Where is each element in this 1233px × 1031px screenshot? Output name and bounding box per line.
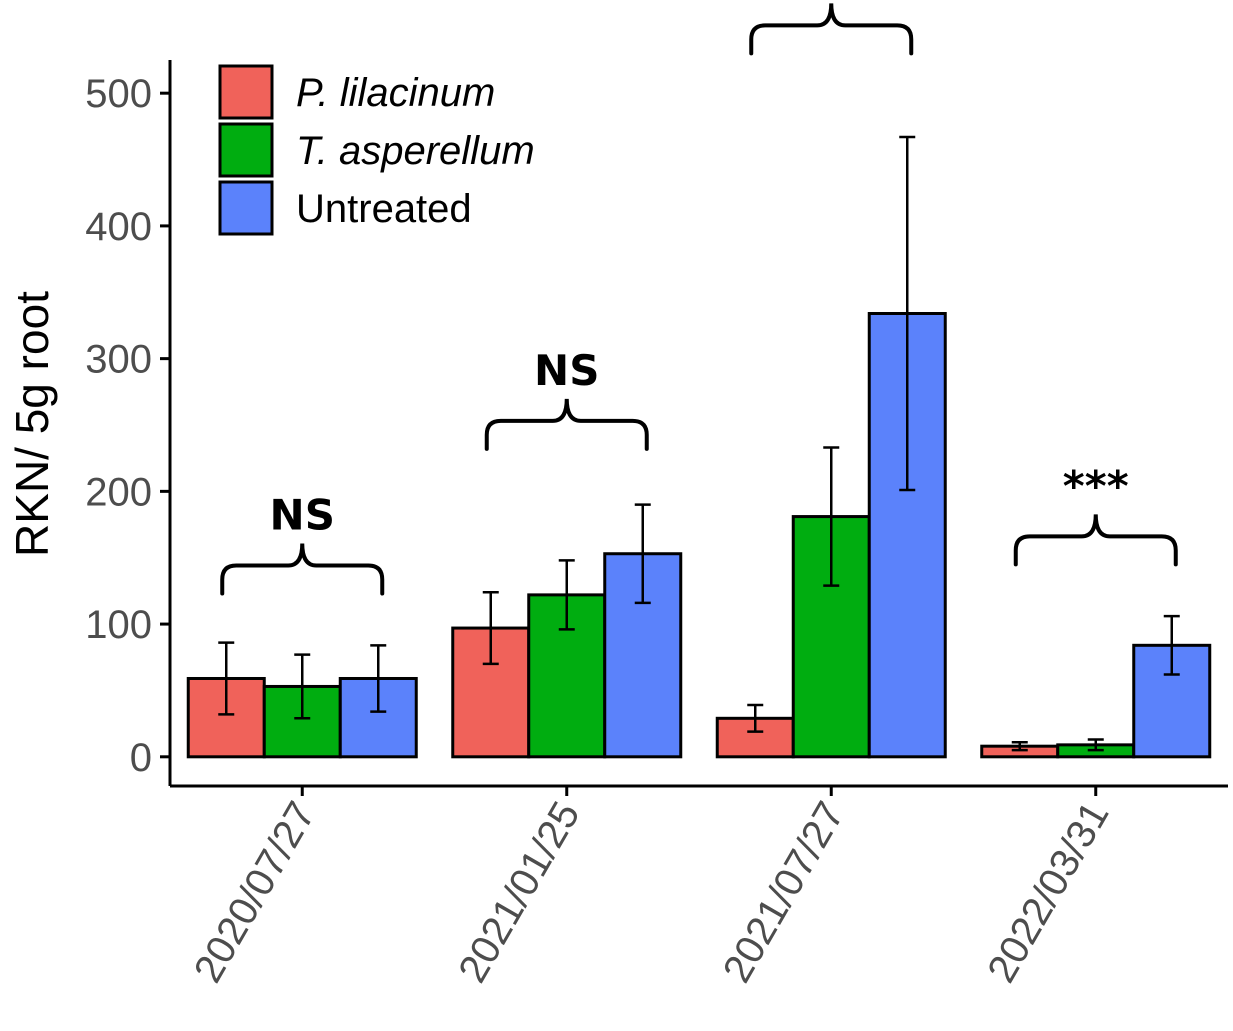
y-tick-label: 100 <box>85 603 152 647</box>
y-tick-label: 500 <box>85 72 152 116</box>
significance-bracket <box>484 398 649 451</box>
legend: P. lilacinum T. asperellum Untreated <box>218 64 535 236</box>
legend-swatch <box>218 64 274 120</box>
y-tick-label: 200 <box>85 470 152 514</box>
y-tick-label: 300 <box>85 338 152 382</box>
legend-label: T. asperellum <box>296 129 535 173</box>
x-tick-label: 2022/03/31 <box>979 795 1117 990</box>
y-tick-label: 400 <box>85 205 152 249</box>
y-tick-label: 0 <box>130 736 152 780</box>
significance-bracket <box>220 543 385 596</box>
legend-label: Untreated <box>296 187 472 231</box>
significance-label: *** <box>1063 461 1129 510</box>
significance-label: NS <box>270 491 335 540</box>
x-tick-label: 2021/07/27 <box>715 795 853 990</box>
legend-swatch <box>218 180 274 236</box>
legend-swatch <box>218 122 274 178</box>
significance-bracket <box>1013 514 1178 567</box>
legend-label: P. lilacinum <box>296 71 495 115</box>
x-tick-label: 2020/07/27 <box>186 795 324 990</box>
significance-label: NS <box>534 346 599 395</box>
significance-bracket <box>749 3 914 56</box>
y-axis-label: RKN/ 5g root <box>6 291 58 557</box>
x-tick-label: 2021/01/25 <box>450 795 588 990</box>
